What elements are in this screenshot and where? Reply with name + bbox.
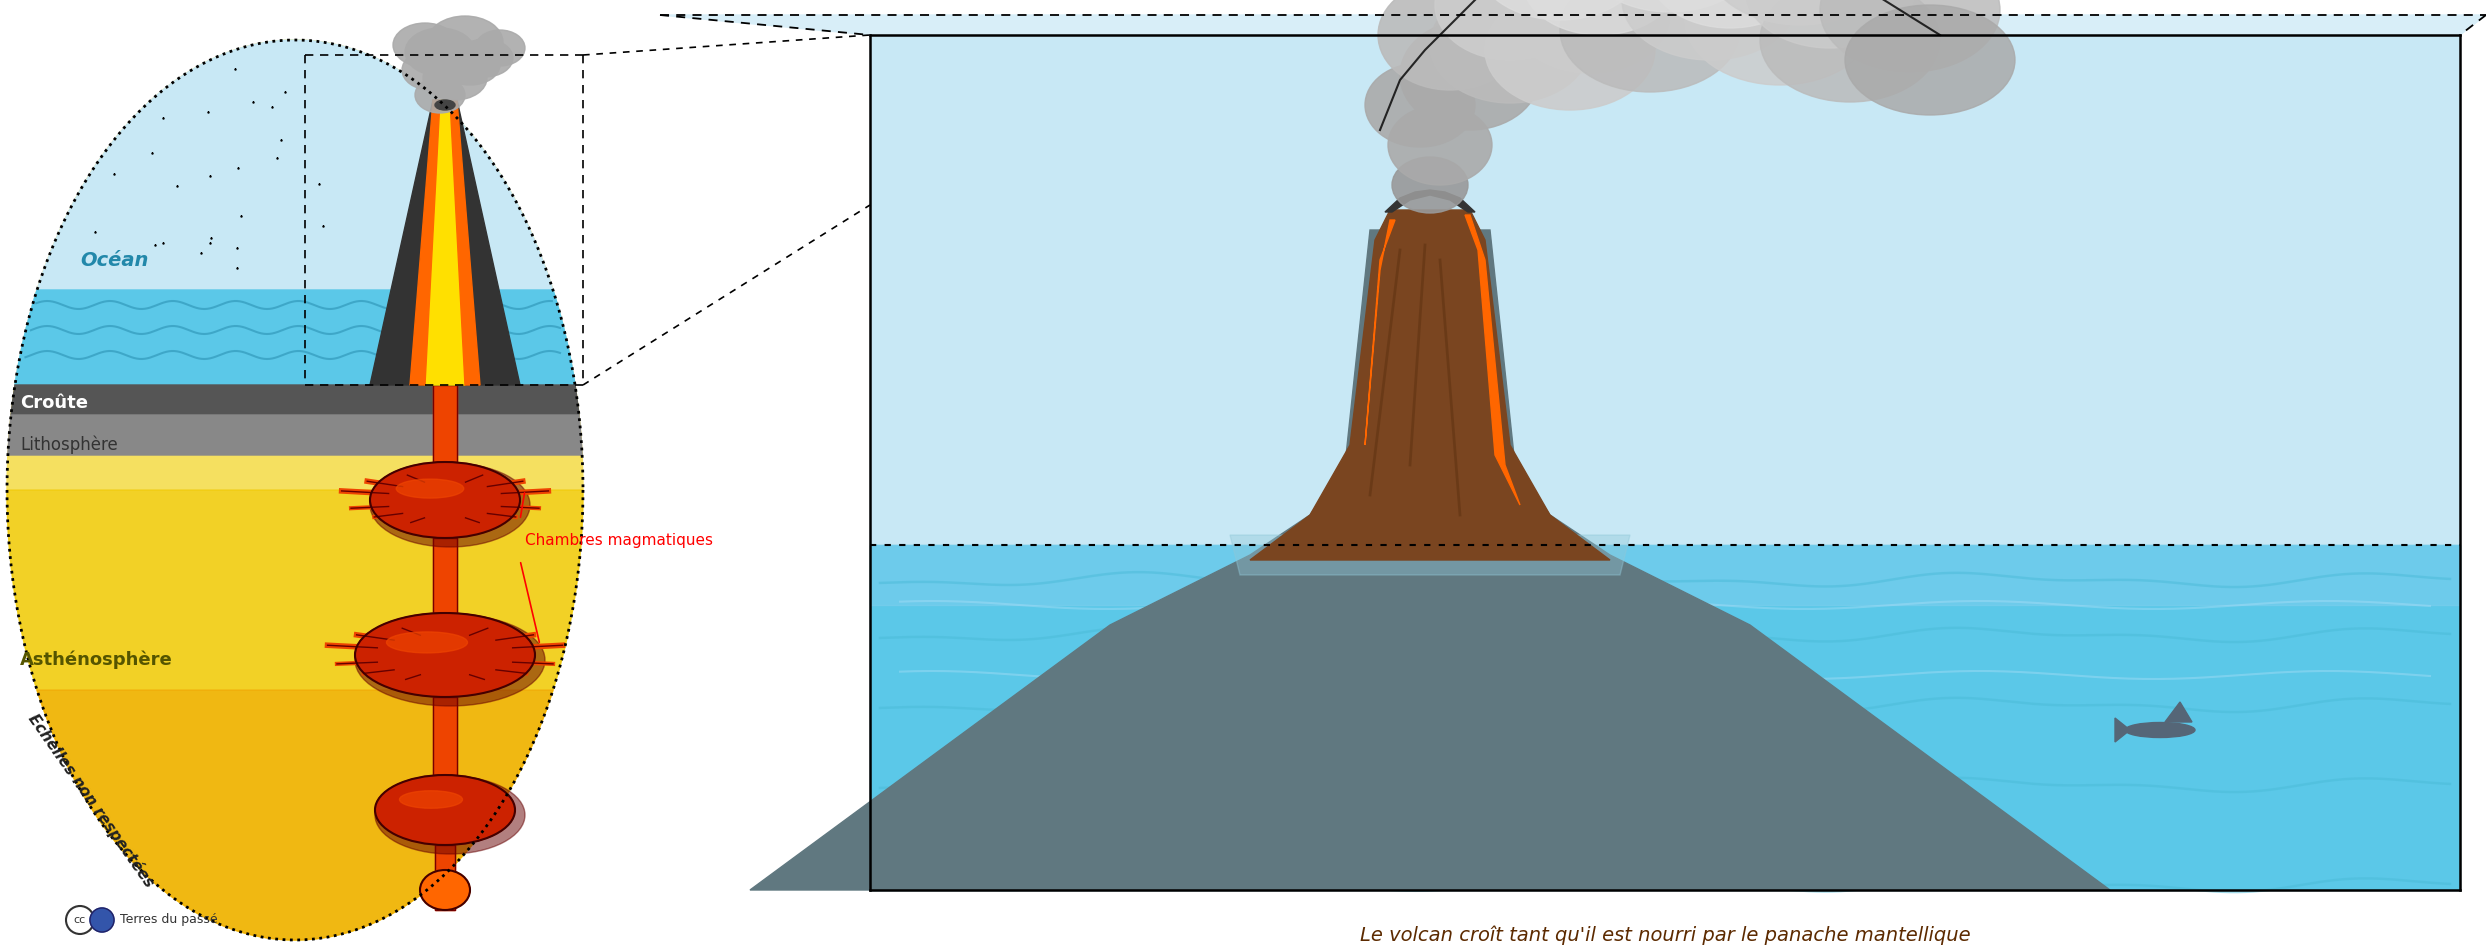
Polygon shape bbox=[7, 415, 582, 455]
Ellipse shape bbox=[2126, 723, 2195, 738]
Polygon shape bbox=[425, 100, 465, 385]
Ellipse shape bbox=[375, 776, 525, 854]
Polygon shape bbox=[15, 40, 574, 385]
Polygon shape bbox=[435, 845, 455, 910]
Polygon shape bbox=[15, 290, 574, 385]
Ellipse shape bbox=[393, 23, 457, 67]
Ellipse shape bbox=[370, 463, 530, 547]
Ellipse shape bbox=[1686, 0, 1874, 85]
Ellipse shape bbox=[1760, 0, 1939, 102]
Ellipse shape bbox=[1521, 0, 1678, 35]
Polygon shape bbox=[659, 15, 2486, 35]
Ellipse shape bbox=[385, 632, 467, 653]
Text: Croûte: Croûte bbox=[20, 394, 87, 412]
Polygon shape bbox=[2165, 702, 2193, 722]
Polygon shape bbox=[10, 385, 579, 415]
Ellipse shape bbox=[1581, 0, 1760, 12]
Ellipse shape bbox=[1387, 105, 1492, 185]
Ellipse shape bbox=[1429, 0, 1591, 103]
Polygon shape bbox=[1365, 220, 1395, 445]
Text: Chambres magmatiques: Chambres magmatiques bbox=[525, 532, 713, 547]
Ellipse shape bbox=[395, 479, 465, 498]
Polygon shape bbox=[1464, 215, 1519, 505]
Polygon shape bbox=[37, 690, 552, 940]
Polygon shape bbox=[1385, 190, 1474, 212]
Ellipse shape bbox=[405, 28, 475, 76]
Ellipse shape bbox=[1484, 0, 1656, 110]
Ellipse shape bbox=[1392, 157, 1469, 213]
Polygon shape bbox=[370, 100, 520, 385]
Ellipse shape bbox=[1377, 0, 1521, 90]
Ellipse shape bbox=[7, 40, 584, 940]
Ellipse shape bbox=[355, 613, 534, 697]
Ellipse shape bbox=[1434, 0, 1586, 60]
Ellipse shape bbox=[420, 870, 470, 910]
Text: Lithosphère: Lithosphère bbox=[20, 436, 117, 454]
Ellipse shape bbox=[435, 100, 455, 110]
Polygon shape bbox=[433, 385, 457, 462]
Ellipse shape bbox=[1621, 0, 1797, 60]
Text: Le volcan croît tant qu'il est nourri par le panache mantellique: Le volcan croît tant qu'il est nourri pa… bbox=[1360, 925, 1971, 944]
Ellipse shape bbox=[1648, 0, 1812, 28]
Polygon shape bbox=[410, 100, 440, 385]
Ellipse shape bbox=[1820, 0, 2001, 72]
Ellipse shape bbox=[440, 45, 500, 85]
Text: Asthénosphère: Asthénosphère bbox=[20, 651, 172, 669]
Polygon shape bbox=[433, 697, 457, 775]
Polygon shape bbox=[7, 490, 584, 940]
Polygon shape bbox=[2116, 718, 2131, 742]
Polygon shape bbox=[870, 35, 2461, 545]
Ellipse shape bbox=[375, 775, 515, 845]
Ellipse shape bbox=[1365, 63, 1474, 147]
Ellipse shape bbox=[423, 56, 487, 100]
Ellipse shape bbox=[403, 50, 457, 90]
Polygon shape bbox=[870, 545, 2461, 605]
Ellipse shape bbox=[370, 462, 520, 538]
Ellipse shape bbox=[475, 30, 525, 66]
Ellipse shape bbox=[1400, 20, 1539, 130]
Text: Océan: Océan bbox=[80, 250, 149, 269]
Polygon shape bbox=[1231, 535, 1631, 575]
Polygon shape bbox=[751, 230, 2111, 890]
Ellipse shape bbox=[1705, 0, 1894, 25]
Ellipse shape bbox=[457, 39, 512, 77]
Ellipse shape bbox=[1561, 0, 1740, 92]
Polygon shape bbox=[1250, 210, 1611, 560]
Ellipse shape bbox=[1845, 5, 2016, 115]
Polygon shape bbox=[433, 538, 457, 613]
Text: Echelles non respectées: Echelles non respectées bbox=[25, 710, 157, 890]
Circle shape bbox=[89, 908, 114, 932]
Text: cc: cc bbox=[75, 915, 87, 925]
Ellipse shape bbox=[1474, 0, 1646, 20]
Ellipse shape bbox=[400, 791, 462, 808]
Ellipse shape bbox=[1745, 0, 1914, 48]
Ellipse shape bbox=[415, 77, 465, 113]
Ellipse shape bbox=[1509, 0, 1671, 73]
Text: Terres du passé: Terres du passé bbox=[119, 914, 219, 926]
Ellipse shape bbox=[428, 16, 502, 68]
Polygon shape bbox=[870, 545, 2461, 890]
Polygon shape bbox=[450, 100, 480, 385]
Ellipse shape bbox=[355, 614, 544, 706]
